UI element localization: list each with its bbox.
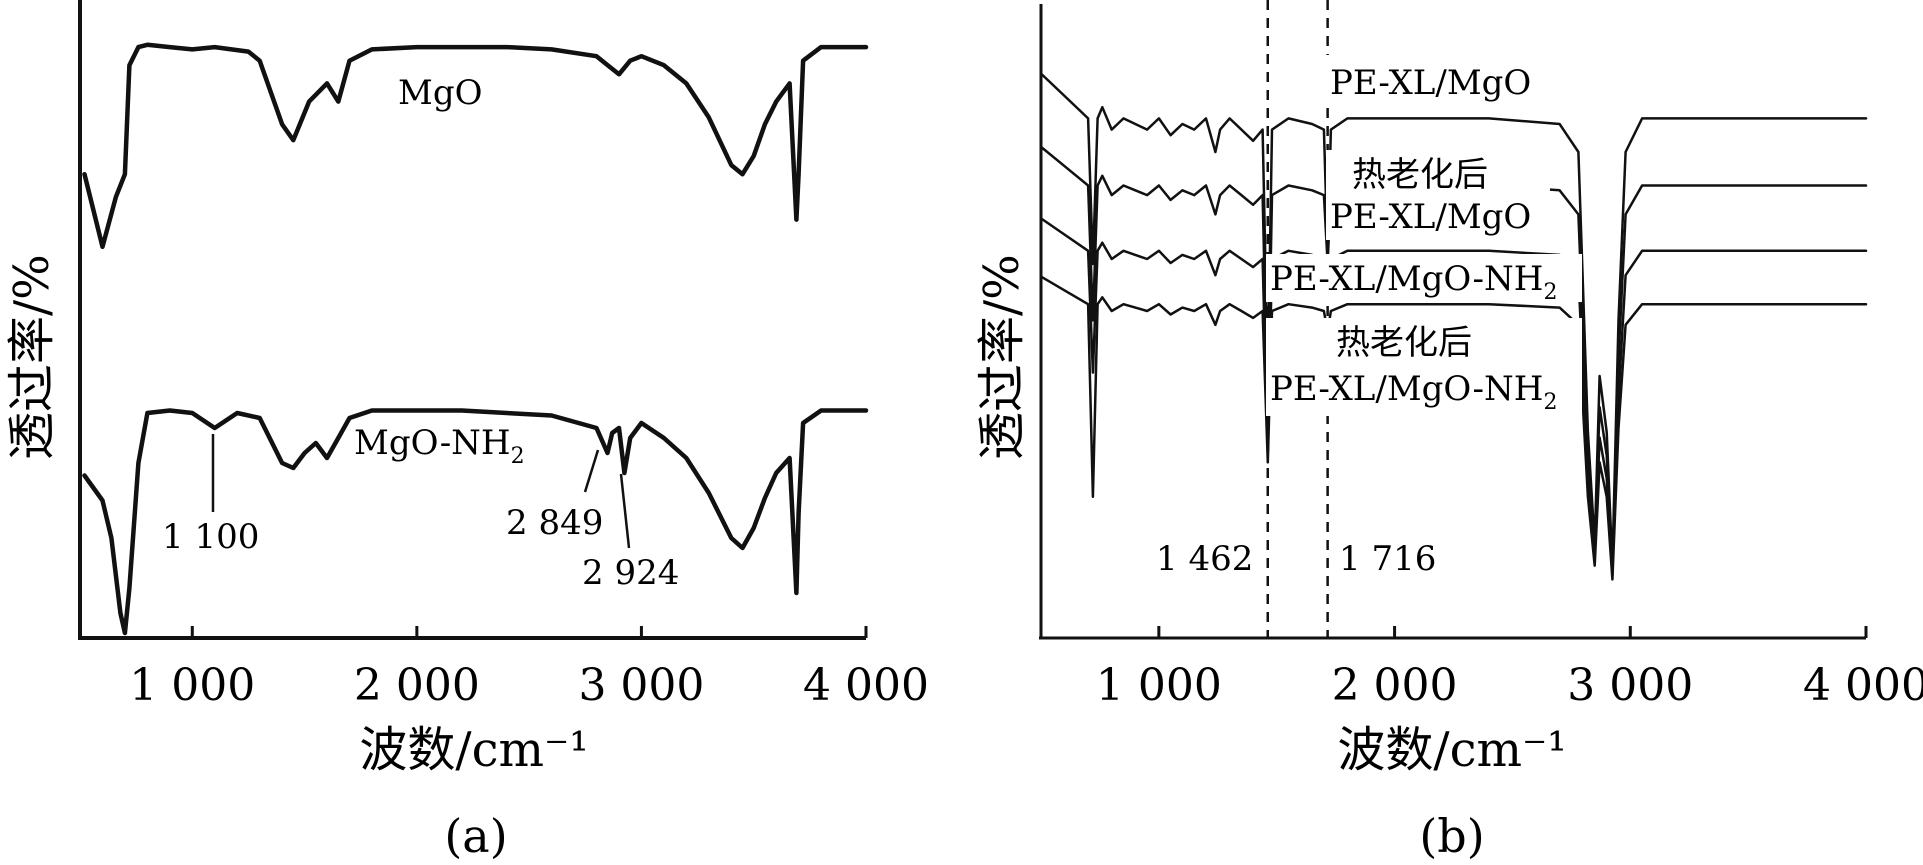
x-tick-label: 1 000 <box>129 660 255 711</box>
panel-a-series-label-mgo: MgO <box>398 73 482 113</box>
panel-a-series-label-mgo-nh2: MgO-NH2 <box>354 423 525 469</box>
panel-a-annotation-1100: 1 100 <box>162 517 259 557</box>
panel-b-label-backdrop <box>1326 150 1550 240</box>
panel-b-series-label-4-line1: 热老化后 <box>1336 323 1472 363</box>
x-tick-label: 1 000 <box>1096 660 1222 711</box>
panel-b-reflabel-1462: 1 462 <box>1156 539 1253 579</box>
panel-a-label: (a) <box>444 809 507 863</box>
panel-b-reflabel-1716: 1 716 <box>1339 539 1436 579</box>
panel-b-series-label-1: PE-XL/MgO <box>1330 63 1531 103</box>
panel-b-label-backdrop <box>1326 55 1550 100</box>
x-tick-label: 2 000 <box>354 660 480 711</box>
panel-b-xticks: 1 000 2 000 3 000 4 000 <box>1096 626 1923 711</box>
x-tick-label: 3 000 <box>1567 660 1693 711</box>
panel-b-series-label-2-line2: PE-XL/MgO <box>1330 197 1531 237</box>
panel-a-leader-2849 <box>583 449 600 493</box>
panel-b-label-backdrop <box>1266 318 1582 416</box>
panel-a-leader-2924 <box>619 473 631 549</box>
panel-b-label: (b) <box>1419 809 1484 863</box>
panel-a-y-axis-title: 透过率/% <box>4 254 60 460</box>
panel-b-x-axis-title: 波数/cm⁻¹ <box>1337 722 1566 778</box>
panel-b-label-backdrop <box>1266 254 1582 302</box>
x-tick-label: 4 000 <box>803 660 929 711</box>
panel-b-y-axis-title: 透过率/% <box>974 254 1030 460</box>
panel-b-series-label-2-line1: 热老化后 <box>1352 155 1488 195</box>
panel-a-xticks: 1 000 2 000 3 000 4 000 <box>129 626 929 711</box>
panel-a: 1 000 2 000 3 000 4 000 MgO MgO-NH2 1 100 2… <box>4 0 929 863</box>
panel-a-x-axis-title: 波数/cm⁻¹ <box>359 722 588 778</box>
series-line-1 <box>82 42 869 250</box>
panel-a-annotation-2849: 2 849 <box>506 503 603 543</box>
panel-a-annotation-2924: 2 924 <box>582 553 679 593</box>
panel-b: 1 000 2 000 3 000 4 000 1 462 1 716 PE-XL/M… <box>974 0 1923 863</box>
series-line-2 <box>82 408 869 636</box>
x-tick-label: 3 000 <box>578 660 704 711</box>
panel-b-series-label-3: PE-XL/MgO-NH2 <box>1270 259 1557 305</box>
panel-b-series-label-4-line2: PE-XL/MgO-NH2 <box>1270 369 1557 415</box>
x-tick-label: 4 000 <box>1803 660 1923 711</box>
panel-a-plot <box>82 42 869 636</box>
x-tick-label: 2 000 <box>1332 660 1458 711</box>
